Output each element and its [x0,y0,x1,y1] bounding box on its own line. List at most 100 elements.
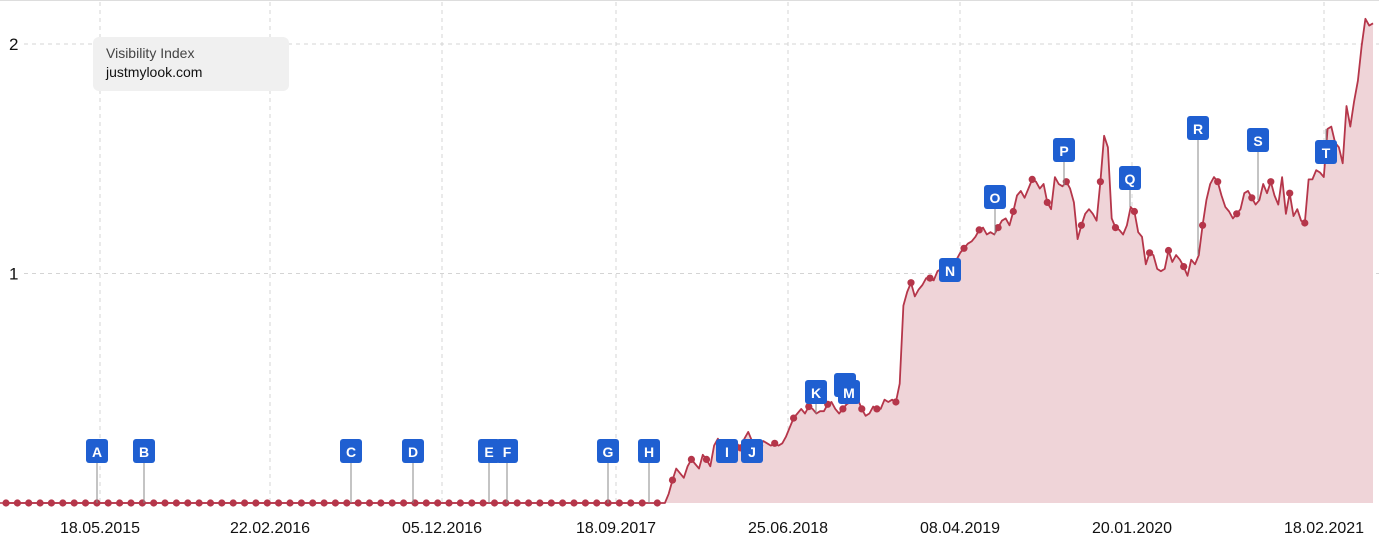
data-point [365,499,374,507]
data-point [138,499,146,507]
x-tick-label: 18.09.2017 [576,520,656,537]
marker-label: M [843,385,855,401]
data-point [1248,194,1256,202]
data-point [297,499,305,507]
x-tick-label: 05.12.2016 [402,520,482,537]
data-point [1199,221,1207,229]
marker-label: I [725,444,729,460]
data-point [975,226,983,234]
data-point [354,499,362,507]
event-marker-r[interactable]: R [1187,116,1209,256]
data-point [687,455,696,463]
event-marker-p[interactable]: P [1053,138,1075,187]
area-path [6,18,1373,504]
data-point [456,499,464,507]
marker-label: A [92,444,102,460]
event-marker-s[interactable]: S [1247,128,1269,201]
data-point [320,499,328,507]
marker-label: B [139,444,149,460]
event-marker-g[interactable]: G [597,439,619,503]
marker-label: R [1193,121,1203,137]
data-point [926,274,934,282]
marker-label: C [346,444,356,460]
data-point [241,499,249,507]
data-point [275,499,283,507]
marker-label: O [990,190,1001,206]
data-point [960,244,968,252]
data-point [490,499,499,507]
data-point [873,405,881,413]
marker-label: E [484,444,493,460]
marker-box [805,380,827,404]
x-tick-label: 25.06.2018 [748,520,828,537]
marker-box [1053,138,1075,162]
data-point [547,499,555,507]
event-marker-h[interactable]: H [638,439,660,503]
data-point [1164,246,1173,255]
data-point [195,499,203,507]
data-point [1267,178,1275,186]
area-fill [6,18,1373,504]
data-point [513,499,521,507]
event-marker-q[interactable]: Q [1119,166,1141,207]
event-marker-k[interactable]: K [805,380,827,414]
x-tick-label: 08.04.2019 [920,520,1000,537]
data-point [1214,178,1222,186]
data-point [116,499,124,507]
data-point [525,499,533,507]
marker-box [1315,140,1337,164]
data-point [771,439,779,447]
data-point [25,499,33,507]
data-point [1301,219,1309,227]
data-point [1233,210,1241,218]
event-markers: ABCDEFGHIJKLMNOPQRST [86,116,1337,503]
data-point [468,499,476,507]
x-tick-label: 18.05.2015 [60,520,140,537]
event-marker-i[interactable]: I [716,439,738,463]
event-marker-c[interactable]: C [340,439,362,503]
marker-label: Q [1125,171,1136,187]
marker-box [478,439,500,463]
marker-label: J [748,444,756,460]
event-marker-t[interactable]: T [1315,128,1337,164]
data-point [59,499,67,507]
data-point [1180,263,1188,271]
event-marker-m[interactable]: M [838,380,860,404]
data-point [184,499,192,507]
marker-box [402,439,424,463]
data-point [388,499,396,507]
data-point [1146,249,1154,257]
marker-label: D [408,444,418,460]
event-marker-b[interactable]: B [133,439,155,503]
data-point [104,499,112,507]
marker-box [939,258,961,282]
data-point [559,499,567,507]
data-point [479,499,487,507]
data-point [434,499,442,507]
marker-box [1119,166,1141,190]
marker-label: N [945,263,955,279]
legend-title: Visibility Index [106,45,195,61]
event-marker-e[interactable]: E [478,439,500,503]
data-point [615,499,624,507]
marker-label: T [1322,145,1331,161]
data-point [218,499,226,507]
marker-label: P [1059,143,1068,159]
axis-labels: 18.05.2015 22.02.2016 05.12.2016 18.09.2017… [9,35,1364,537]
event-marker-o[interactable]: O [984,185,1006,235]
marker-label: G [603,444,614,460]
event-marker-n[interactable]: N [939,258,961,282]
event-marker-f[interactable]: F [496,439,518,503]
event-marker-j[interactable]: J [741,439,763,463]
data-point [502,499,510,507]
data-point [286,499,294,507]
data-point [263,499,271,507]
event-marker-a[interactable]: A [86,439,108,503]
data-point [668,476,677,484]
data-point [994,224,1002,232]
marker-box [597,439,619,463]
data-point [229,499,237,507]
data-point [172,499,180,507]
event-marker-d[interactable]: D [402,439,424,503]
data-point [638,499,646,507]
